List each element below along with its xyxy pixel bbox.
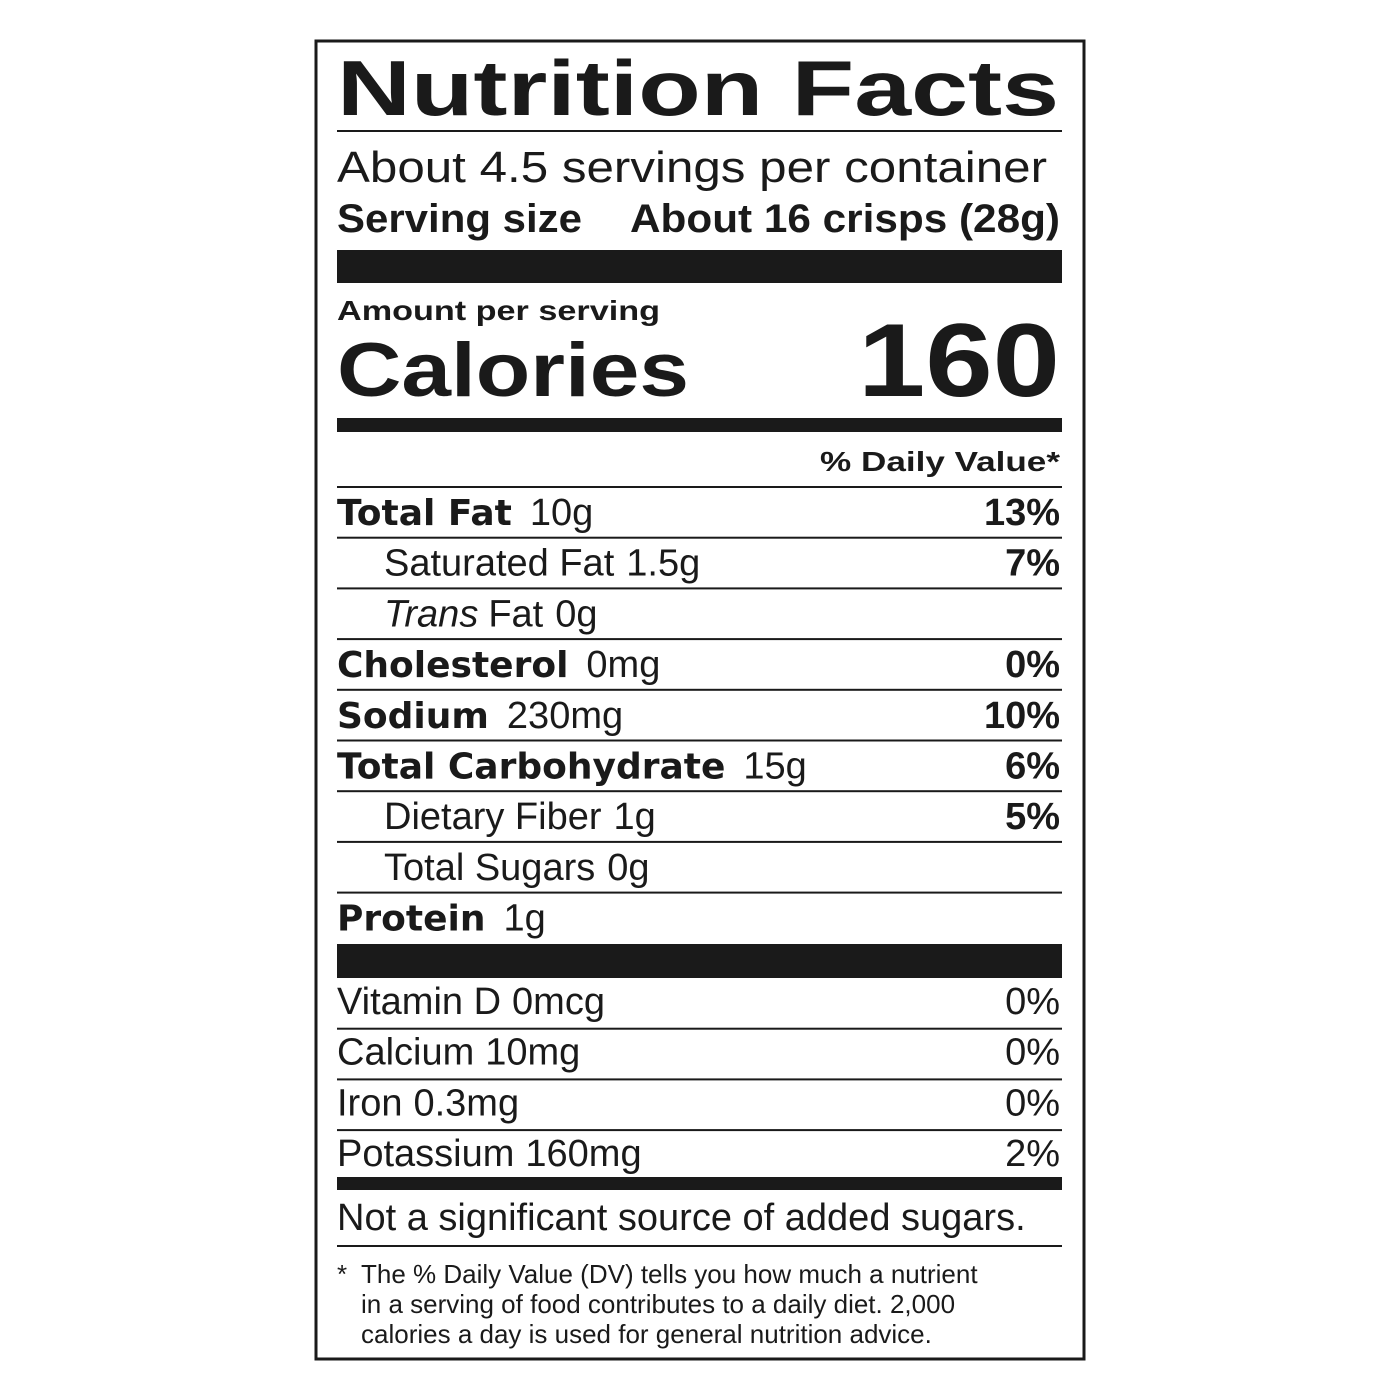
rule	[337, 891, 1062, 894]
vitamin-amount: 0mcg	[512, 981, 605, 1023]
medium-bar	[337, 1177, 1062, 1190]
nutrient-name: Total Sugars	[384, 847, 595, 889]
nutrient-name: Cholesterol	[337, 645, 568, 686]
nutrient-row: Dietary Fiber 1g	[384, 796, 656, 838]
nutrient-row: Cholesterol 0mg	[337, 644, 660, 686]
nutrient-name: Total Fat	[337, 493, 512, 534]
servings: About 4.5 servings per container	[337, 143, 1047, 192]
nutrient-name: Saturated Fat	[384, 543, 615, 585]
vitamin-amount: 10mg	[485, 1032, 580, 1074]
nutrient-amount: 0g	[555, 593, 597, 635]
daily-value-header: % Daily Value*	[820, 446, 1060, 477]
rule	[337, 130, 1062, 132]
amount-per-serving: Amount per serving	[337, 295, 660, 326]
nutrient-amount: 0mg	[586, 644, 660, 686]
rule	[337, 790, 1062, 793]
rule	[337, 587, 1062, 590]
serving-size-value: About 16 crisps (28g)	[630, 197, 1060, 241]
vitamin-name: Vitamin D	[337, 981, 501, 1023]
nutrient-name: Fat	[488, 593, 543, 635]
vitamin-dv: 0%	[1005, 981, 1060, 1023]
nutrient-dv: 5%	[1005, 796, 1060, 838]
nutrient-name-italic: Trans	[384, 593, 478, 635]
nutrient-name: Protein	[337, 899, 485, 940]
rule	[337, 1245, 1062, 1247]
nutrient-amount: 10g	[530, 492, 593, 534]
vitamin-name: Calcium	[337, 1032, 474, 1074]
calories-label: Calories	[337, 328, 689, 413]
nutrient-dv: 10%	[984, 695, 1060, 737]
nutrient-row: Total Carbohydrate 15g	[337, 746, 807, 788]
vitamin-name: Potassium	[337, 1133, 514, 1175]
vitamin-name: Iron	[337, 1082, 402, 1124]
label-border	[314, 39, 1086, 1361]
rule	[337, 638, 1062, 641]
thick-bar	[337, 250, 1062, 283]
rule	[337, 1129, 1062, 1132]
nutrient-row: Trans Fat 0g	[384, 593, 598, 635]
nutrient-amount: 15g	[743, 746, 806, 788]
calories-value: 160	[858, 303, 1060, 419]
nutrient-amount: 230mg	[507, 695, 623, 737]
vitamin-dv: 0%	[1005, 1032, 1060, 1074]
footnote-line: calories a day is used for general nutri…	[361, 1319, 932, 1349]
vitamin-row: Potassium 160mg	[337, 1133, 642, 1175]
rule	[337, 840, 1062, 843]
nutrient-amount: 1g	[503, 898, 545, 940]
nutrient-row: Sodium 230mg	[337, 695, 623, 737]
rule	[337, 486, 1062, 488]
vitamin-amount: 0.3mg	[413, 1082, 519, 1124]
nutrient-dv: 0%	[1005, 644, 1060, 686]
vitamin-row: Vitamin D 0mcg	[337, 981, 605, 1023]
rule	[337, 688, 1062, 691]
footnote-line: in a serving of food contributes to a da…	[361, 1289, 955, 1319]
nutrient-dv: 6%	[1005, 746, 1060, 788]
rule	[337, 739, 1062, 742]
rule	[337, 536, 1062, 539]
medium-bar	[337, 418, 1062, 432]
vitamin-row: Iron 0.3mg	[337, 1082, 519, 1124]
rule	[337, 1078, 1062, 1081]
footnote-marker: *	[337, 1259, 347, 1289]
nutrient-row: Total Fat 10g	[337, 492, 593, 534]
title: Nutrition Facts	[337, 44, 1059, 132]
rule	[337, 1027, 1062, 1030]
nutrient-amount: 1g	[614, 796, 656, 838]
nutrient-name: Dietary Fiber	[384, 796, 602, 838]
vitamin-amount: 160mg	[525, 1133, 641, 1175]
nutrient-dv: 7%	[1005, 543, 1060, 585]
footnote-line: The % Daily Value (DV) tells you how muc…	[361, 1259, 978, 1289]
nutrient-row: Saturated Fat 1.5g	[384, 543, 700, 585]
nutrient-amount: 1.5g	[626, 543, 700, 585]
nutrient-name: Total Carbohydrate	[337, 747, 725, 788]
serving-size-label: Serving size	[337, 197, 582, 241]
nutrient-dv: 13%	[984, 492, 1060, 534]
nutrient-name: Sodium	[337, 696, 489, 737]
thick-bar	[337, 944, 1062, 978]
nutrient-row: Total Sugars 0g	[384, 847, 650, 889]
added-sugars-note: Not a significant source of added sugars…	[337, 1197, 1026, 1239]
nutrient-amount: 0g	[607, 847, 649, 889]
vitamin-dv: 0%	[1005, 1082, 1060, 1124]
vitamin-row: Calcium 10mg	[337, 1032, 580, 1074]
nutrient-row: Protein 1g	[337, 898, 546, 940]
vitamin-dv: 2%	[1005, 1133, 1060, 1175]
